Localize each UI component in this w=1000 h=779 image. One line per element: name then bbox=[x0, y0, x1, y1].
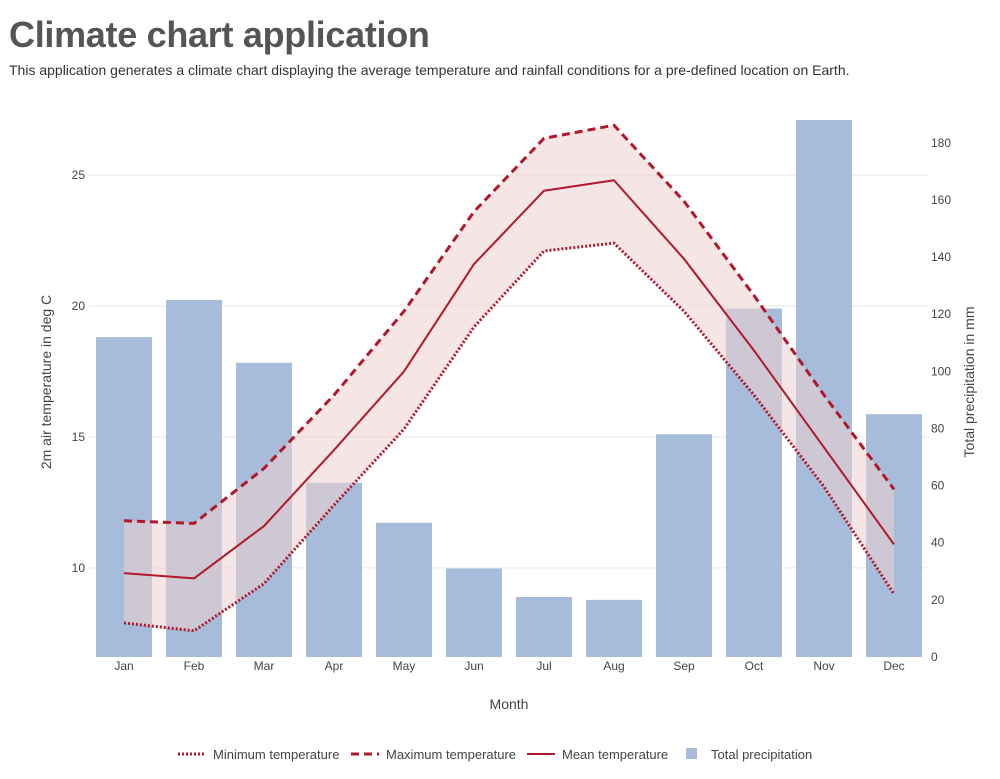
y2-tick-label: 80 bbox=[931, 421, 945, 435]
page-title: Climate chart application bbox=[9, 14, 430, 55]
y2-tick-label: 140 bbox=[931, 250, 951, 264]
temperature-range-band bbox=[124, 125, 894, 631]
legend-label-precipitation: Total precipitation bbox=[711, 747, 812, 762]
y-tick-label: 15 bbox=[72, 430, 86, 444]
precipitation-bar bbox=[586, 599, 642, 657]
temperature-band bbox=[124, 125, 894, 631]
precipitation-bar bbox=[516, 597, 572, 657]
y2-tick-label: 100 bbox=[931, 364, 951, 378]
y-axis-title: 2m air temperature in deg C bbox=[38, 295, 54, 469]
x-tick-label: Nov bbox=[813, 659, 834, 673]
legend-item-minimum-temperature[interactable]: Minimum temperature bbox=[178, 747, 339, 762]
y2-axis-title: Total precipitation in mm bbox=[961, 307, 977, 458]
x-tick-label: Feb bbox=[184, 659, 205, 673]
precipitation-bar bbox=[446, 568, 502, 657]
x-tick-label: Mar bbox=[254, 659, 275, 673]
y2-tick-label: 20 bbox=[931, 593, 945, 607]
precipitation-bar bbox=[656, 434, 712, 657]
minimum-temperature-line bbox=[123, 241, 896, 633]
x-axis-title: Month bbox=[490, 696, 529, 712]
x-tick-label: May bbox=[393, 659, 416, 673]
y-tick-label: 10 bbox=[72, 561, 86, 575]
x-tick-label: Sep bbox=[673, 659, 695, 673]
x-tick-label: Jun bbox=[464, 659, 483, 673]
legend: Minimum temperature Maximum temperature … bbox=[178, 747, 812, 762]
maximum-temperature-line bbox=[123, 123, 896, 525]
page-description: This application generates a climate cha… bbox=[9, 62, 850, 78]
legend-item-total-precipitation[interactable]: Total precipitation bbox=[686, 747, 812, 762]
x-tick-label: Aug bbox=[603, 659, 624, 673]
y2-tick-label: 0 bbox=[931, 650, 938, 664]
x-tick-label: Oct bbox=[745, 659, 764, 673]
y2-tick-label: 160 bbox=[931, 193, 951, 207]
y2-tick-label: 40 bbox=[931, 536, 945, 550]
legend-label-minimum: Minimum temperature bbox=[213, 747, 339, 762]
legend-label-mean: Mean temperature bbox=[562, 747, 668, 762]
legend-label-maximum: Maximum temperature bbox=[386, 747, 516, 762]
x-tick-label: Jul bbox=[536, 659, 551, 673]
x-tick-label: Jan bbox=[114, 659, 133, 673]
y-tick-label: 20 bbox=[72, 299, 86, 313]
y2-tick-label: 120 bbox=[931, 307, 951, 321]
mean-temperature-line bbox=[123, 179, 895, 580]
y-tick-label: 25 bbox=[72, 168, 86, 182]
y2-tick-label: 180 bbox=[931, 136, 951, 150]
y2-tick-label: 60 bbox=[931, 479, 945, 493]
axis-ticks: 10 15 20 25 0 20 40 60 80 100 120 140 160 180 Jan Feb Ma… bbox=[72, 136, 952, 673]
legend-item-mean-temperature[interactable]: Mean temperature bbox=[527, 747, 668, 762]
x-tick-label: Apr bbox=[325, 659, 344, 673]
legend-swatch-precipitation bbox=[686, 748, 697, 759]
legend-item-maximum-temperature[interactable]: Maximum temperature bbox=[351, 747, 516, 762]
precipitation-bar bbox=[376, 522, 432, 657]
temperature-lines bbox=[123, 123, 896, 633]
x-tick-label: Dec bbox=[883, 659, 904, 673]
